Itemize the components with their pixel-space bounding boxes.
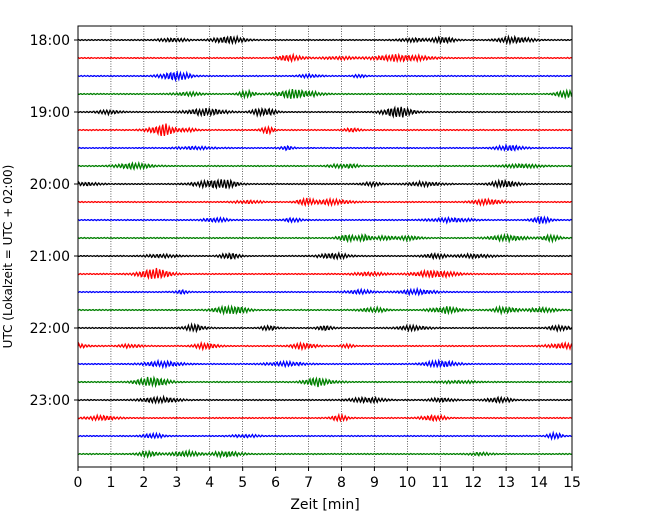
x-tick-label: 12 (464, 475, 482, 491)
trace-2130 (77, 286, 572, 297)
x-axis: 0 1 2 3 4 5 6 7 8 9 10 11 12 13 14 15 (74, 467, 581, 491)
trace-2330 (77, 430, 572, 441)
x-tick-label: 1 (106, 475, 115, 491)
x-tick-label: 15 (563, 475, 581, 491)
trace-1800 (77, 34, 572, 46)
x-tick-label: 4 (205, 475, 214, 491)
x-tick-label: 0 (74, 475, 83, 491)
x-axis-label: Zeit [min] (290, 497, 359, 513)
trace-2300 (77, 394, 572, 405)
trace-2200 (77, 322, 573, 334)
trace-2145 (77, 304, 572, 316)
x-tick-label: 13 (497, 475, 515, 491)
x-tick-label: 11 (431, 475, 449, 491)
trace-2030 (77, 215, 572, 225)
trace-2215 (77, 340, 573, 352)
trace-1930 (77, 143, 572, 152)
x-tick-label: 7 (304, 475, 313, 491)
trace-1830 (77, 70, 572, 83)
y-axis-label: UTC (Lokalzeit = UTC + 02:00) (1, 165, 15, 349)
y-tick-label: 20:00 (30, 177, 70, 193)
y-tick-label: 23:00 (30, 393, 70, 409)
trace-2245 (77, 375, 572, 389)
grid-lines (110, 26, 540, 467)
y-axis: 18:00 19:00 20:00 21:00 22:00 23:00 (30, 33, 78, 409)
x-tick-label: 5 (238, 475, 247, 491)
x-tick-label: 10 (398, 475, 416, 491)
x-tick-label: 3 (172, 475, 181, 491)
trace-2015 (77, 196, 572, 208)
trace-1815 (77, 52, 572, 64)
plot-frame (77, 25, 573, 468)
x-tick-label: 9 (370, 475, 379, 491)
y-tick-label: 19:00 (30, 105, 70, 121)
trace-2100 (77, 251, 572, 261)
trace-2045 (77, 232, 573, 244)
trace-1845 (77, 88, 573, 100)
trace-1915 (77, 123, 572, 137)
trace-2230 (77, 358, 572, 370)
trace-lines (77, 34, 573, 459)
x-tick-label: 8 (337, 475, 346, 491)
y-tick-label: 22:00 (30, 321, 70, 337)
trace-2315 (77, 412, 572, 423)
x-tick-label: 6 (271, 475, 280, 491)
trace-1900 (77, 105, 572, 119)
trace-1945 (77, 160, 572, 171)
y-tick-label: 21:00 (30, 249, 70, 265)
y-tick-label: 18:00 (30, 33, 70, 49)
x-tick-label: 2 (139, 475, 148, 491)
trace-2115 (77, 267, 572, 281)
trace-2000 (77, 178, 572, 190)
trace-2345 (77, 448, 572, 459)
x-tick-label: 14 (530, 475, 548, 491)
